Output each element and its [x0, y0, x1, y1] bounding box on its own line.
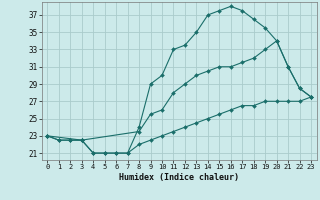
X-axis label: Humidex (Indice chaleur): Humidex (Indice chaleur): [119, 173, 239, 182]
